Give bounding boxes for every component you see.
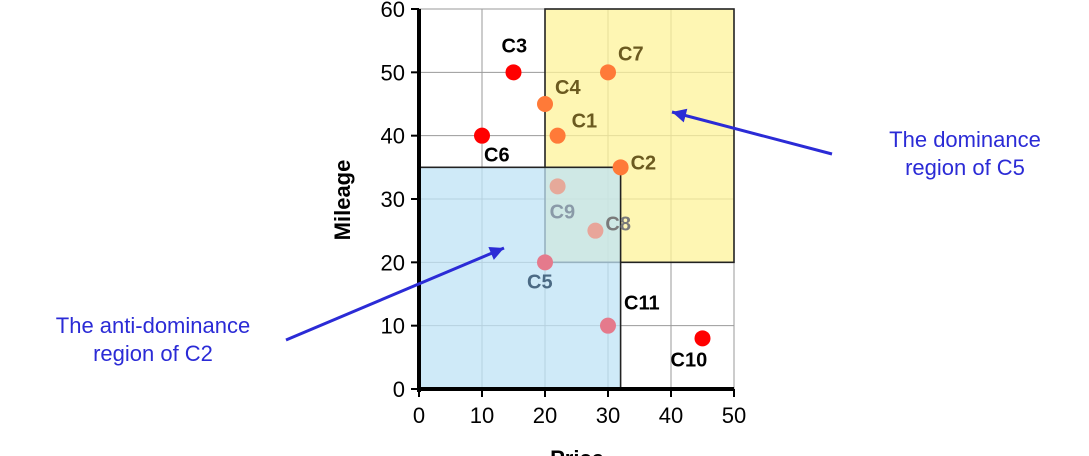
y-tick-label: 10 — [381, 314, 405, 339]
point-label-c1: C1 — [572, 111, 598, 133]
anti-dominance-arrow-head — [488, 246, 504, 260]
anti-dominance-arrow — [285, 246, 505, 342]
point-label-c7: C7 — [618, 43, 644, 65]
x-tick-label: 0 — [413, 403, 425, 428]
axes: 0 10 20 30 40 50 0 10 20 30 40 50 60 — [381, 0, 747, 428]
point-label-c3: C3 — [502, 35, 528, 57]
dominance-annotation-line2: region of C5 — [905, 155, 1025, 180]
y-tick-label: 0 — [393, 377, 405, 402]
x-tick-label: 40 — [659, 403, 683, 428]
y-axis-label: Mileage — [330, 160, 355, 241]
anti-dominance-annotation-line1: The anti-dominance — [55, 313, 251, 338]
y-tick-label: 60 — [381, 0, 405, 22]
dominance-arrow-head — [672, 108, 688, 123]
y-tick-label: 30 — [381, 187, 405, 212]
point-label-c10: C10 — [671, 349, 708, 371]
x-tick-label: 30 — [596, 403, 620, 428]
point-label-c9: C9 — [550, 201, 576, 223]
y-tick-label: 40 — [381, 124, 405, 149]
point-c7 — [600, 64, 616, 81]
point-c1 — [549, 127, 566, 144]
annotation-arrows — [285, 108, 833, 342]
x-tick-label: 20 — [533, 403, 557, 428]
point-label-c8: C8 — [605, 214, 631, 236]
anti-dominance-annotation: The anti-dominance region of C2 — [18, 312, 288, 368]
dominance-annotation-line1: The dominance — [889, 127, 1041, 152]
dominance-annotation: The dominance region of C5 — [840, 126, 1089, 182]
point-c11 — [600, 317, 616, 334]
point-label-c4: C4 — [555, 77, 581, 99]
point-labels: C1 C2 C3 C4 C5 C6 C7 C8 C9 C10 C11 — [484, 35, 707, 371]
point-c4 — [537, 96, 553, 112]
point-c2 — [612, 159, 629, 176]
x-tick-label: 50 — [722, 403, 746, 428]
point-c6 — [474, 127, 490, 144]
data-points — [474, 64, 711, 347]
x-axis-label: Price — [550, 446, 604, 456]
point-c8 — [587, 222, 604, 239]
point-label-c11: C11 — [624, 293, 660, 315]
anti-dominance-annotation-line2: region of C2 — [93, 341, 213, 366]
point-label-c2: C2 — [631, 152, 657, 174]
point-c5 — [537, 254, 553, 271]
point-label-c6: C6 — [484, 145, 510, 167]
y-tick-label: 20 — [381, 250, 405, 275]
anti-dominance-region — [418, 166, 622, 390]
point-c9 — [549, 178, 566, 195]
point-label-c5: C5 — [527, 271, 553, 293]
x-tick-label: 10 — [470, 403, 494, 428]
point-c10 — [694, 330, 711, 347]
regions — [418, 8, 735, 390]
dominance-arrow — [671, 110, 833, 156]
y-tick-label: 50 — [381, 60, 405, 85]
point-c3 — [505, 64, 522, 81]
